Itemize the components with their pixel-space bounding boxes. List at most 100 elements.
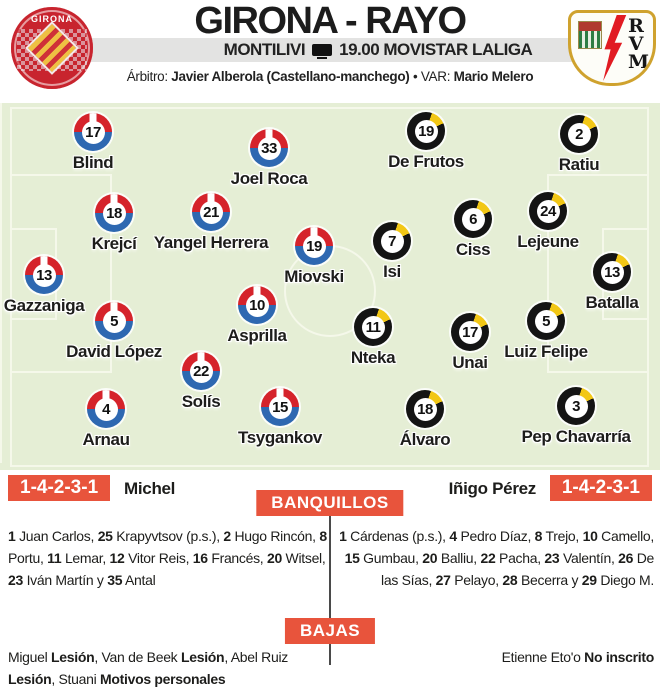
tv-icon: [312, 44, 333, 56]
player-badge: 6: [454, 200, 492, 238]
player-badge: 5: [95, 302, 133, 340]
player-name: Tsygankov: [238, 428, 322, 447]
player-name: Miovski: [284, 267, 344, 286]
bench-player-number: 25: [97, 528, 113, 544]
player-number: 22: [189, 359, 213, 383]
player-name: Blind: [72, 153, 114, 172]
player-number: 17: [81, 120, 105, 144]
girona-crest-icon: GIRONA: [8, 5, 96, 90]
player-badge: 19: [407, 112, 445, 150]
player-chip: 3 Pep Chavarría: [521, 387, 631, 447]
away-bajas-list: Etienne Eto'o No inscrito: [501, 649, 655, 665]
player-number: 18: [413, 397, 437, 421]
rayo-crest-letters: RVM: [628, 15, 650, 74]
player-name: Lejeune: [517, 232, 579, 251]
player-name: Ratiu: [558, 155, 600, 174]
player-number: 7: [380, 229, 404, 253]
player-name: Unai: [452, 353, 488, 372]
player-number: 6: [461, 207, 485, 231]
match-title: GIRONA - RAYO: [194, 0, 467, 42]
player-name: David López: [66, 342, 162, 361]
player-name: Batalla: [585, 293, 639, 312]
away-bench-list: 1 Cárdenas (p.s.), 4 Pedro Díaz, 8 Trejo…: [339, 528, 654, 588]
player-chip: 17 Blind: [72, 113, 114, 173]
bench-player-number: 15: [344, 550, 360, 566]
bench-player-number: 20: [422, 550, 438, 566]
pitch: 17 Blind 33 Joel Roca 18 Krejcí 21 Yangel Herre…: [0, 103, 660, 470]
bench-player-number: 11: [47, 550, 62, 566]
player-number: 17: [458, 320, 482, 344]
player-chip: 15 Tsygankov: [238, 388, 322, 448]
player-chip: 33 Joel Roca: [231, 129, 308, 189]
bench-player-number: 22: [480, 550, 496, 566]
player-chip: 21 Yangel Herrera: [154, 193, 269, 253]
player-name: Álvaro: [399, 430, 451, 449]
player-badge: 7: [373, 222, 411, 260]
player-badge: 18: [95, 194, 133, 232]
player-chip: 2 Ratiu: [558, 115, 600, 175]
home-formation-badge: 1-4-2-3-1: [8, 475, 111, 501]
bench-player-number: 8: [534, 528, 543, 544]
var-name: Mario Melero: [453, 69, 534, 84]
bench-player-number: 27: [435, 572, 451, 588]
bench-player-number: 4: [449, 528, 457, 544]
baja-reason: Lesión: [180, 649, 225, 665]
player-badge: 13: [593, 253, 631, 291]
player-name: Arnau: [82, 430, 130, 449]
player-chip: 6 Ciss: [454, 200, 492, 260]
player-number: 11: [361, 315, 385, 339]
player-name: Luiz Felipe: [504, 342, 588, 361]
away-formation-badge: 1-4-2-3-1: [549, 475, 652, 501]
bench-player-number: 35: [107, 572, 123, 588]
player-badge: 21: [192, 193, 230, 231]
player-badge: 3: [557, 387, 595, 425]
player-number: 13: [600, 260, 624, 284]
girona-crest-text: GIRONA: [31, 13, 73, 24]
player-badge: 15: [261, 388, 299, 426]
banquillos-header: BANQUILLOS: [256, 490, 404, 516]
player-badge: 5: [527, 302, 565, 340]
bench-player-number: 2: [223, 528, 231, 544]
player-number: 18: [102, 201, 126, 225]
right-penalty-box: [547, 174, 649, 373]
player-number: 2: [567, 122, 591, 146]
player-number: 3: [564, 394, 588, 418]
player-name: Ciss: [455, 240, 491, 259]
halfway-line: [0, 103, 2, 463]
player-name: Asprilla: [227, 326, 287, 345]
kickoff-time-channel: 19.00 MOVISTAR LALIGA: [339, 40, 533, 59]
player-chip: 22 Solís: [182, 352, 221, 412]
bench-player-number: 23: [8, 572, 23, 588]
player-badge: 33: [250, 129, 288, 167]
player-chip: 24 Lejeune: [517, 192, 579, 252]
baja-reason: No inscrito: [584, 649, 654, 665]
player-chip: 5 David López: [66, 302, 162, 362]
bench-player-number: 16: [192, 550, 208, 566]
home-bajas-list: Miguel Lesión, Van de Beek Lesión, Abel …: [8, 649, 288, 687]
player-number: 21: [199, 200, 223, 224]
baja-reason: Lesión: [51, 649, 95, 665]
player-number: 13: [32, 263, 56, 287]
player-number: 4: [94, 397, 118, 421]
player-badge: 17: [74, 113, 112, 151]
player-name: Gazzaniga: [3, 296, 85, 315]
referee-label: Árbitro:: [126, 69, 168, 84]
bench-player-number: 20: [266, 550, 282, 566]
player-chip: 18 Álvaro: [400, 390, 451, 450]
home-coach-name: Michel: [124, 479, 176, 498]
player-badge: 22: [182, 352, 220, 390]
player-badge: 17: [451, 313, 489, 351]
player-number: 33: [257, 136, 281, 160]
rayo-crest-shield: RVM: [568, 10, 656, 86]
player-badge: 2: [560, 115, 598, 153]
player-badge: 11: [354, 308, 392, 346]
player-chip: 19 Miovski: [284, 227, 344, 287]
bench-player-number: 23: [544, 550, 560, 566]
bench-player-number: 1: [8, 528, 16, 544]
player-chip: 10 Asprilla: [227, 286, 287, 346]
home-bench-list: 1 Juan Carlos, 25 Krapyvtsov (p.s.), 2 H…: [8, 528, 327, 588]
player-chip: 4 Arnau: [82, 390, 130, 450]
bench-player-number: 8: [319, 528, 327, 544]
bench-player-number: 26: [618, 550, 634, 566]
